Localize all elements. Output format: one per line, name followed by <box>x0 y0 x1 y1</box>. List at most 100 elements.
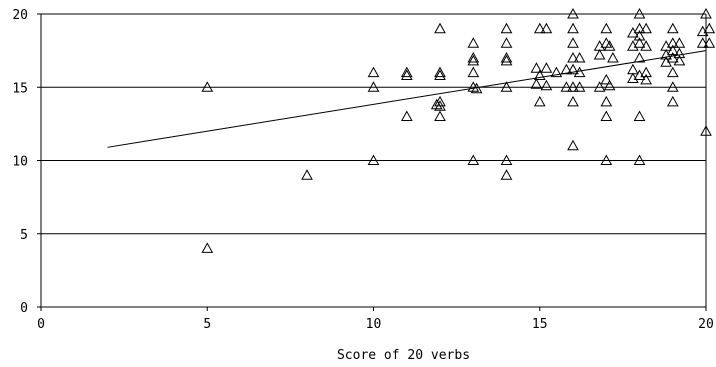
data-point <box>540 62 553 73</box>
data-point <box>540 79 553 91</box>
data-point <box>201 242 214 253</box>
data-point <box>600 110 613 121</box>
data-point <box>467 37 480 48</box>
data-point <box>660 40 672 51</box>
data-point <box>603 79 616 91</box>
data-point <box>301 169 313 180</box>
data-point <box>703 37 716 48</box>
data-point <box>533 69 546 80</box>
data-point <box>430 98 443 110</box>
x-tick-label: 10 <box>366 317 382 332</box>
data-point <box>600 95 613 107</box>
data-point <box>573 66 586 78</box>
data-point <box>696 37 709 48</box>
data-point <box>533 22 546 34</box>
data-point <box>573 81 586 92</box>
data-point <box>500 169 513 180</box>
data-point <box>700 125 712 136</box>
data-point <box>467 154 480 165</box>
grid-lines <box>41 13 706 235</box>
data-point <box>400 69 413 80</box>
data-point <box>696 25 709 37</box>
data-point <box>567 22 579 34</box>
trendline <box>107 50 707 148</box>
data-point <box>633 22 646 34</box>
data-point <box>540 22 553 34</box>
data-point <box>467 66 480 78</box>
data-point <box>627 40 639 51</box>
data-point <box>500 154 513 165</box>
data-point <box>467 51 480 63</box>
y-tick-label: 10 <box>12 155 28 170</box>
data-point <box>666 95 679 107</box>
data-point <box>593 81 606 92</box>
data-point <box>434 66 446 78</box>
x-tick-label: 5 <box>203 317 211 332</box>
data-point <box>633 110 646 121</box>
data-point <box>367 154 380 165</box>
y-tick-label: 5 <box>20 228 28 243</box>
data-point <box>700 7 712 19</box>
data-point <box>607 51 619 63</box>
data-point <box>593 48 606 60</box>
data-point <box>567 51 579 63</box>
data-point <box>633 37 646 48</box>
data-point <box>603 40 616 51</box>
data-point <box>627 26 639 38</box>
y-tick-labels: 0 5 10 15 20 <box>12 8 28 316</box>
data-point <box>500 22 513 34</box>
data-point <box>201 81 214 92</box>
data-point <box>600 73 613 85</box>
trendline-layer <box>107 50 707 148</box>
data-point <box>367 81 380 92</box>
data-point <box>560 63 573 75</box>
data-point <box>703 22 716 34</box>
data-point <box>434 110 446 121</box>
data-point <box>640 66 652 78</box>
data-point <box>666 37 679 48</box>
data-point <box>567 37 579 48</box>
data-point <box>367 66 380 78</box>
data-point <box>666 66 679 78</box>
x-tick-label: 0 <box>37 317 45 332</box>
y-tick-label: 15 <box>12 81 28 96</box>
data-point <box>633 51 646 63</box>
data-point <box>530 62 543 73</box>
data-point <box>434 22 446 34</box>
data-point <box>666 51 679 63</box>
x-tick-label: 15 <box>532 317 548 332</box>
data-point <box>673 54 686 66</box>
data-point <box>470 82 483 94</box>
y-tick-label: 0 <box>20 301 28 316</box>
data-point <box>660 48 672 60</box>
data-point <box>500 51 513 63</box>
x-tick-labels: 0 5 10 15 20 <box>37 317 714 332</box>
data-point <box>666 22 679 34</box>
data-point <box>640 73 652 85</box>
data-point <box>673 37 686 48</box>
data-point <box>567 139 579 151</box>
data-point <box>467 81 480 92</box>
data-point <box>633 7 646 19</box>
data-point <box>500 81 513 92</box>
data-point <box>434 100 446 111</box>
data-point <box>400 66 413 78</box>
data-point <box>573 51 586 63</box>
data-point <box>560 81 573 92</box>
data-point <box>666 81 679 92</box>
data-point <box>400 110 413 121</box>
data-point <box>633 69 646 80</box>
data-point <box>567 63 579 75</box>
data-point <box>666 44 679 56</box>
data-point <box>640 40 652 51</box>
data-point <box>567 95 579 107</box>
data-point <box>660 56 672 67</box>
data-point <box>533 95 546 107</box>
data-point <box>600 154 613 165</box>
data-point <box>500 37 513 48</box>
y-tick-label: 20 <box>12 8 28 23</box>
data-point <box>550 66 563 78</box>
data-point <box>567 81 579 92</box>
